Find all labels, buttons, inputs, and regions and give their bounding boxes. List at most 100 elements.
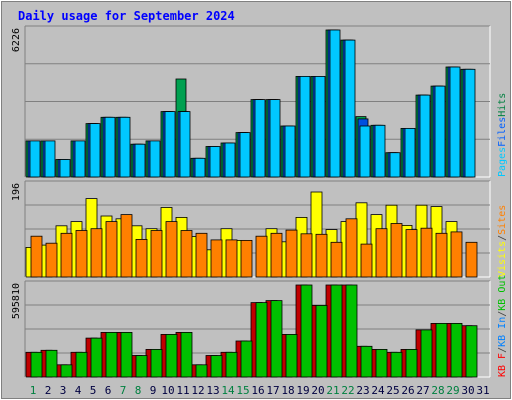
x-tick-label: 26 [401, 384, 414, 397]
bar-sites-day-21 [330, 241, 343, 278]
bar-pages-day-25 [389, 152, 401, 178]
bar-kb-out-day-1 [30, 351, 43, 378]
bar-pages-day-23 [359, 125, 371, 178]
y-max-label: 595810 [11, 283, 22, 319]
bar-pages-day-1 [29, 140, 41, 178]
legend-entry: Hits [497, 93, 508, 117]
bar-sites-day-6 [105, 221, 118, 278]
bar-kb-out-day-14 [225, 351, 238, 378]
bar-sites-day-16 [255, 235, 268, 278]
x-tick-label: 29 [446, 384, 459, 397]
bar-sites-day-10 [165, 221, 178, 278]
x-tick-label: 14 [221, 384, 235, 397]
bar-sites-day-8 [135, 238, 148, 278]
bar-kb-out-day-3 [60, 364, 73, 378]
bar-kb-out-day-17 [270, 300, 283, 378]
legend-entry: Files [497, 117, 508, 147]
bar-pages-day-24 [374, 124, 386, 178]
bar-sites-day-30 [465, 241, 478, 278]
bar-kb-out-day-11 [180, 331, 193, 378]
bar-pages-day-9 [149, 140, 161, 178]
bar-kb-out-day-19 [300, 284, 313, 378]
bar-pages-day-3 [59, 159, 71, 178]
bar-pages-day-5 [89, 123, 101, 178]
bar-sites-day-12 [195, 232, 208, 278]
chart-panel-2: 196 Visits/Sites [11, 180, 508, 278]
x-tick-label: 6 [105, 384, 112, 397]
bar-sites-day-3 [60, 232, 73, 278]
bar-pages-day-14 [224, 142, 236, 178]
x-tick-label: 18 [281, 384, 294, 397]
bar-sites-day-29 [450, 231, 463, 278]
x-tick-label: 31 [476, 384, 489, 397]
bar-sites-day-23 [360, 243, 373, 278]
y-max-label: 196 [11, 183, 22, 201]
bar-pages-day-6 [104, 116, 116, 178]
bar-kb-out-day-6 [105, 331, 118, 378]
bar-pages-day-4 [74, 140, 86, 178]
bar-pages-day-19 [299, 76, 311, 178]
x-tick-label: 30 [461, 384, 474, 397]
x-tick-label: 24 [371, 384, 385, 397]
x-tick-label: 5 [90, 384, 97, 397]
x-tick-label: 9 [150, 384, 157, 397]
series-legend: Visits/Sites [497, 205, 508, 277]
x-tick-label: 19 [296, 384, 309, 397]
bar-kb-out-day-7 [120, 331, 133, 378]
x-tick-label: 2 [45, 384, 52, 397]
legend-entry: / [497, 311, 508, 317]
bar-kb-out-day-13 [210, 355, 223, 378]
series-legend: KB F/KB In/KB Out [497, 275, 508, 377]
legend-entry: / [497, 235, 508, 241]
bar-sites-day-19 [300, 233, 313, 278]
x-tick-label: 25 [386, 384, 399, 397]
x-tick-label: 13 [206, 384, 219, 397]
bar-sites-day-18 [285, 229, 298, 278]
bar-pages-day-13 [209, 146, 221, 178]
bar-kb-out-day-5 [90, 337, 103, 378]
legend-entry: / [497, 347, 508, 353]
series-legend: PagesFilesHits [497, 93, 508, 177]
x-tick-label: 15 [236, 384, 249, 397]
bar-pages-day-7 [119, 116, 131, 178]
x-tick-label: 16 [251, 384, 264, 397]
chart-title: Daily usage for September 2024 [18, 9, 235, 23]
legend-entry: KB Out [497, 275, 508, 311]
x-tick-label: 4 [75, 384, 82, 397]
bar-kb-out-day-8 [135, 355, 148, 378]
x-tick-label: 11 [176, 384, 189, 397]
bar-pages-day-17 [269, 99, 281, 178]
bar-kb-out-day-2 [45, 349, 58, 378]
bar-pages-day-28 [434, 85, 446, 178]
bar-pages-day-15 [239, 132, 251, 178]
bar-pages-day-26 [404, 127, 416, 178]
bar-sites-day-22 [345, 218, 358, 278]
bar-pages-day-20 [314, 76, 326, 178]
bar-pages-day-2 [44, 140, 56, 178]
bar-sites-day-5 [90, 228, 103, 278]
legend-entry: KB In [497, 317, 508, 347]
bar-sites-day-26 [405, 229, 418, 278]
bar-sites-day-2 [45, 242, 58, 278]
x-tick-label: 21 [326, 384, 339, 397]
bar-pages-day-29 [449, 66, 461, 178]
x-tick-label: 12 [191, 384, 204, 397]
x-tick-label: 1 [30, 384, 37, 397]
bar-sites-day-7 [120, 214, 133, 278]
bar-pages-day-22 [344, 39, 356, 178]
bar-pages-day-11 [179, 111, 191, 178]
bar-pages-day-8 [134, 143, 146, 178]
x-tick-label: 17 [266, 384, 279, 397]
legend-entry: Visits [497, 241, 508, 277]
bar-sites-day-25 [390, 223, 403, 278]
bar-sites-day-28 [435, 232, 448, 278]
bar-pages-day-27 [419, 94, 431, 178]
bar-kb-out-day-27 [420, 329, 433, 378]
legend-entry: Pages [497, 147, 508, 177]
bar-kb-out-day-26 [405, 348, 418, 378]
bar-sites-day-13 [210, 239, 223, 278]
bar-kb-out-day-4 [75, 351, 88, 378]
bar-kb-out-day-25 [390, 351, 403, 378]
